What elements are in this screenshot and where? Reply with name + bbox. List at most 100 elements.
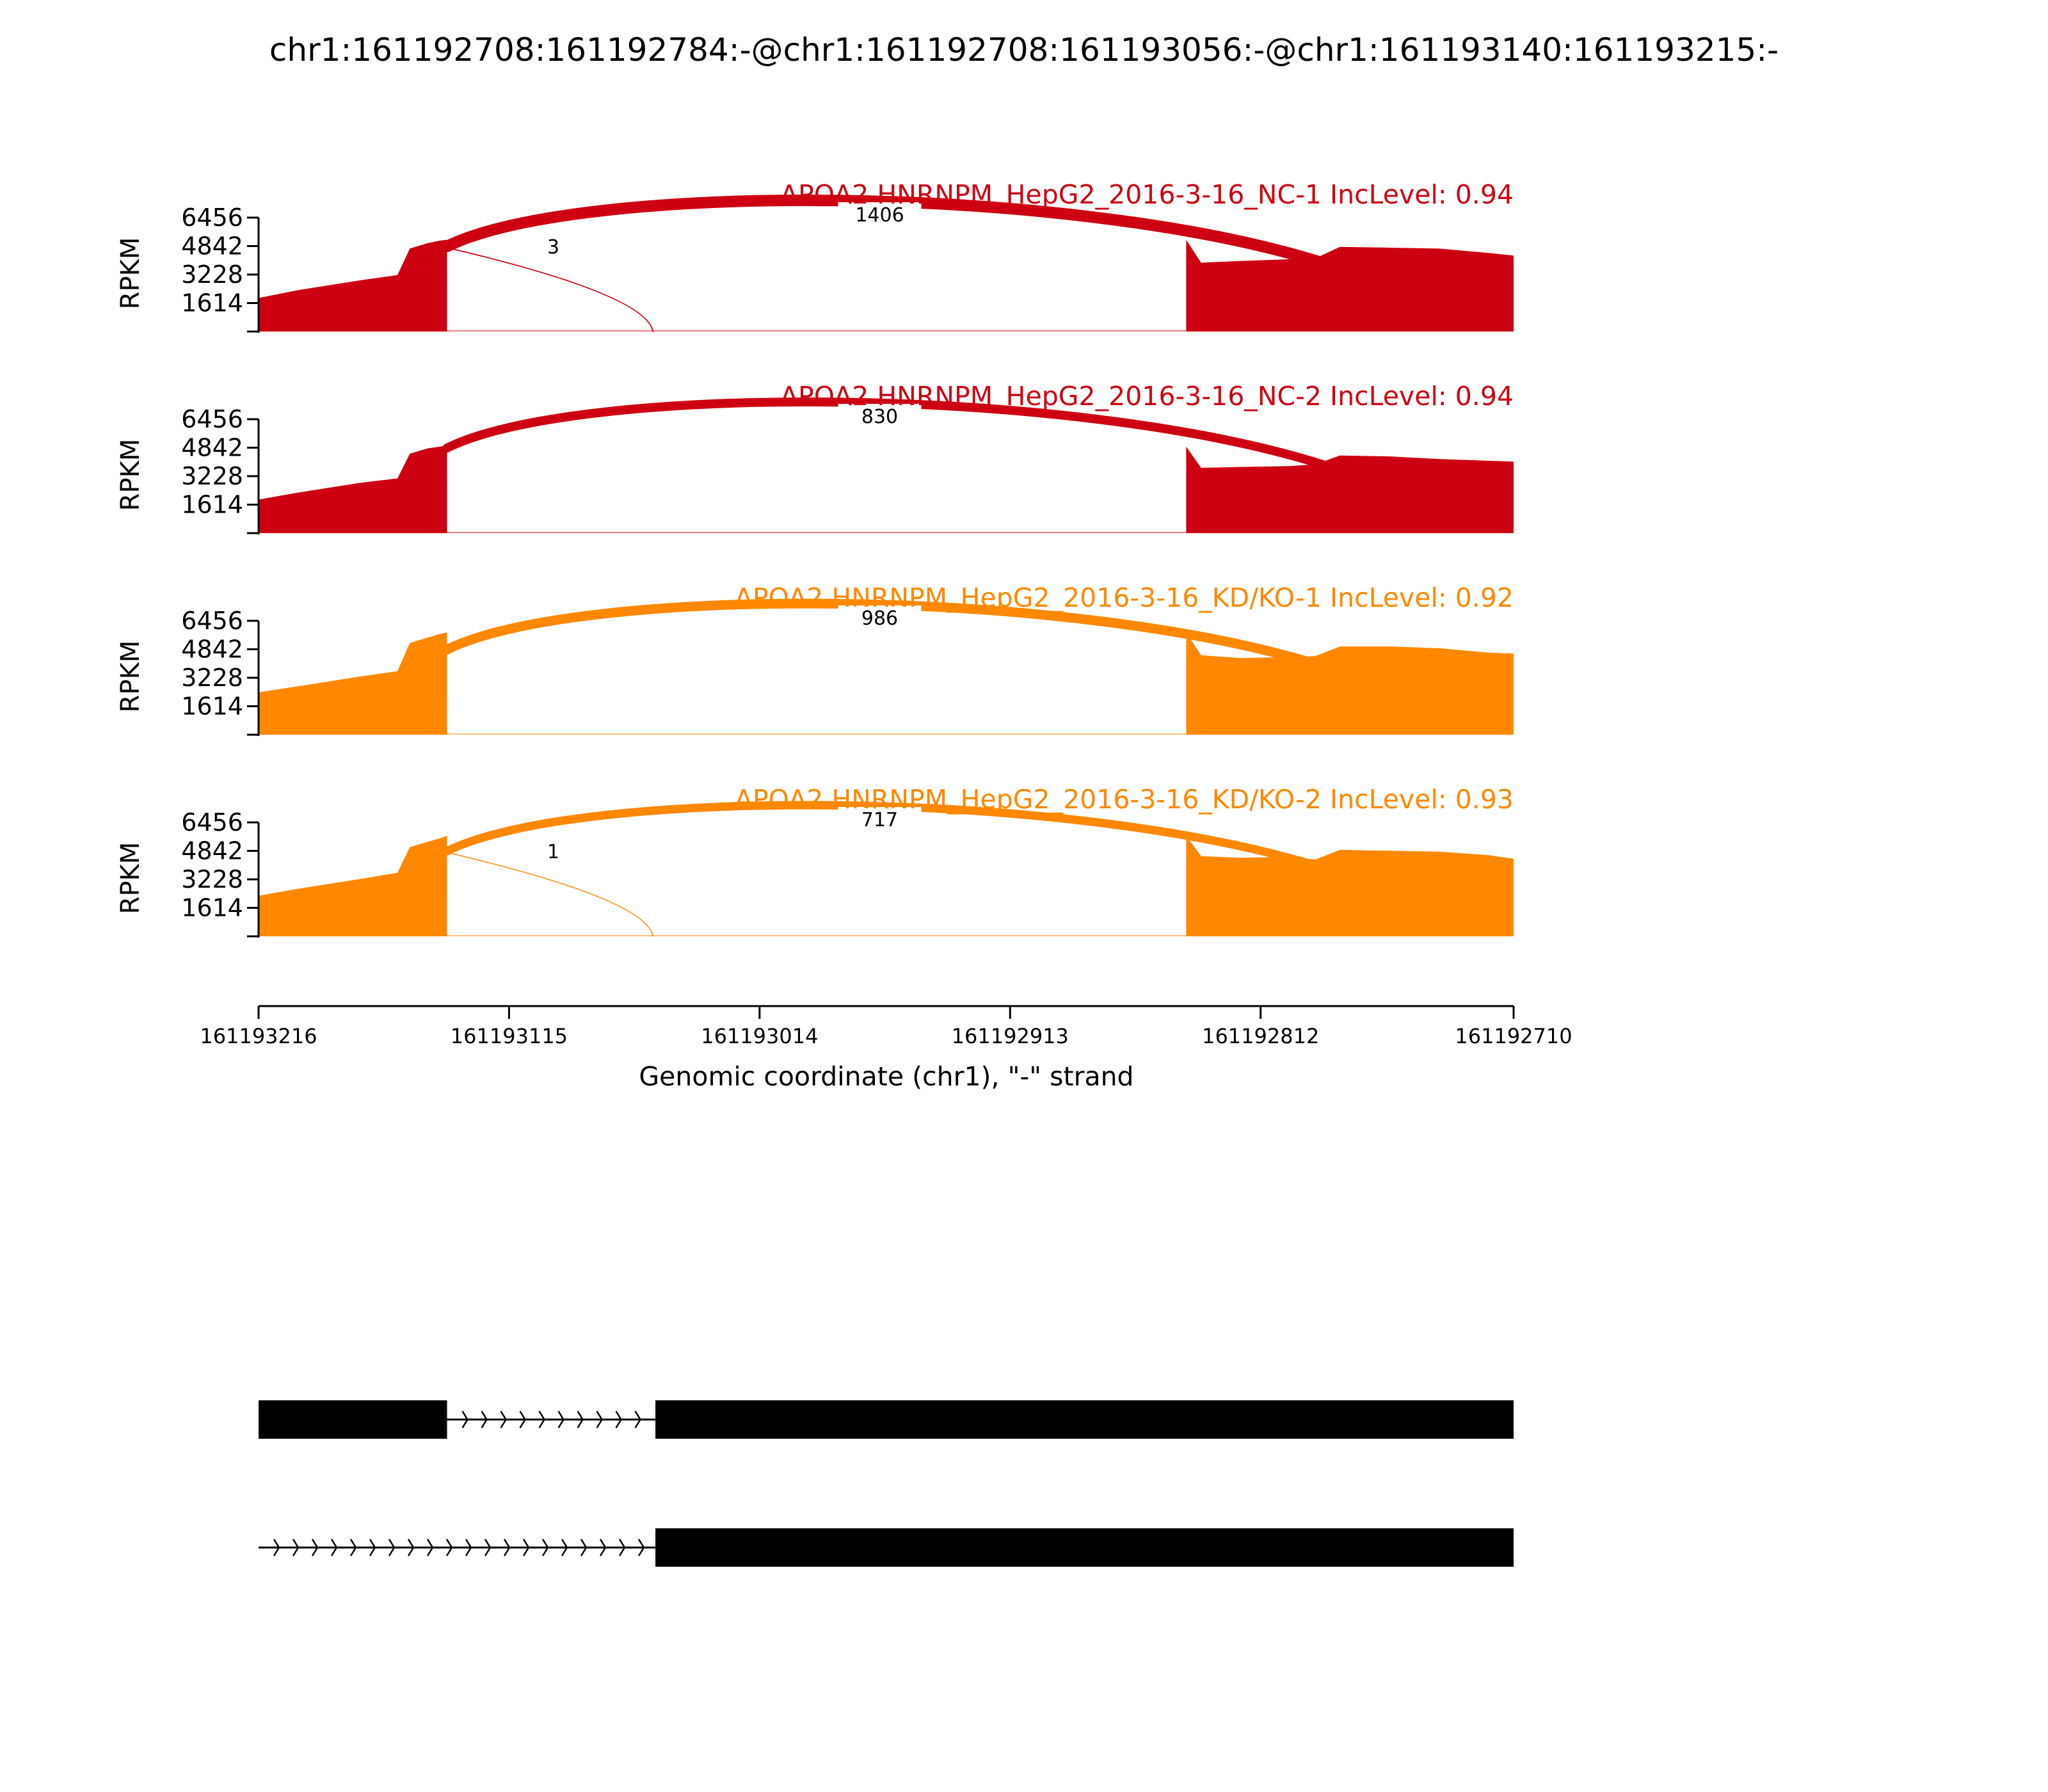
- y-tick-label: 1614: [181, 894, 243, 922]
- panel-title: APOA2 HNRNPM_HepG2_2016-3-16_KD/KO-2 Inc…: [735, 784, 1514, 815]
- junction-label-bg: [838, 605, 922, 630]
- strand-chevron: [522, 1539, 530, 1556]
- y-tick-label: 1614: [181, 692, 243, 721]
- strand-chevron: [465, 1539, 472, 1556]
- panel-title: APOA2 HNRNPM_HepG2_2016-3-16_KD/KO-1 Inc…: [735, 582, 1514, 613]
- junction-count-label: 3: [547, 236, 559, 259]
- y-tick-label: 1614: [181, 491, 243, 519]
- strand-chevron: [599, 1539, 607, 1556]
- strand-chevron: [500, 1411, 508, 1428]
- coverage-area-exon1: [259, 445, 447, 533]
- junction-label-bg: [838, 202, 922, 227]
- strand-chevron: [481, 1411, 488, 1428]
- strand-chevron: [349, 1539, 357, 1556]
- coverage-area-exon2: [1186, 446, 1514, 533]
- strand-chevron: [426, 1539, 434, 1556]
- junction-count-label: 1: [547, 841, 559, 863]
- junction-arc: [441, 195, 1331, 269]
- panel-title: APOA2 HNRNPM_HepG2_2016-3-16_NC-1 IncLev…: [780, 179, 1514, 210]
- x-axis: 161193216 161193115 161193014 161192913 1611…: [200, 1005, 1572, 1048]
- y-axis-label: RPKM: [116, 237, 145, 310]
- x-tick-label: 161192710: [1455, 1024, 1572, 1048]
- strand-chevron: [541, 1539, 549, 1556]
- strand-chevron: [311, 1539, 319, 1556]
- strand-chevron: [369, 1539, 376, 1556]
- junction-arc: [442, 801, 1330, 873]
- y-tick-label: 3228: [181, 462, 243, 490]
- strand-chevron: [580, 1539, 588, 1556]
- junction-arc: [446, 247, 654, 332]
- junction-count-label: 986: [861, 607, 898, 630]
- junction-label-bg: [537, 234, 570, 259]
- y-tick-label: 6456: [181, 405, 243, 433]
- strand-chevron: [615, 1411, 623, 1428]
- isoform-track: [259, 1400, 1514, 1567]
- y-tick-label: 1614: [181, 289, 243, 317]
- coverage-area-exon2: [1186, 632, 1514, 735]
- y-tick-label: 6456: [181, 204, 243, 232]
- y-axis-label: RPKM: [116, 641, 145, 713]
- junction-arc: [446, 852, 653, 937]
- coverage-area-exon1: [259, 632, 447, 735]
- isoform-row: [259, 1528, 1514, 1567]
- junction-label-bg: [838, 807, 922, 831]
- strand-chevron: [273, 1539, 280, 1556]
- y-tick-label: 3228: [181, 865, 243, 893]
- strand-chevron: [330, 1539, 338, 1556]
- coverage-area-exon1: [259, 835, 447, 936]
- junction-count-label: 830: [861, 406, 898, 428]
- y-tick-label: 4842: [181, 434, 243, 462]
- strand-chevron: [634, 1411, 642, 1428]
- y-axis-label: RPKM: [116, 842, 145, 915]
- coverage-area-exon2: [1186, 239, 1514, 332]
- x-tick-label: 161192812: [1202, 1024, 1319, 1048]
- y-tick-label: 4842: [181, 636, 243, 664]
- junction-arc: [442, 598, 1330, 672]
- strand-chevron: [388, 1539, 396, 1556]
- strand-chevron: [519, 1411, 527, 1428]
- strand-chevron: [407, 1539, 415, 1556]
- x-tick-label: 161192913: [952, 1024, 1069, 1048]
- x-tick-label: 161193115: [451, 1024, 568, 1048]
- exon-block: [655, 1528, 1514, 1567]
- y-axis-label: RPKM: [116, 439, 145, 511]
- strand-chevron: [538, 1411, 546, 1428]
- y-tick-label: 3228: [181, 664, 243, 692]
- exon-block: [259, 1400, 447, 1439]
- isoform-row: [259, 1400, 1514, 1439]
- junction-label-bg: [838, 404, 922, 428]
- strand-chevron: [637, 1539, 645, 1556]
- x-axis-label: Genomic coordinate (chr1), "-" strand: [639, 1061, 1133, 1092]
- x-tick-label: 161193216: [200, 1024, 317, 1048]
- strand-chevron: [445, 1539, 453, 1556]
- strand-chevron: [557, 1411, 565, 1428]
- strand-chevron: [461, 1411, 469, 1428]
- strand-chevron: [577, 1411, 584, 1428]
- junction-count-label: 1406: [855, 204, 904, 227]
- junction-label-bg: [537, 839, 570, 863]
- y-tick-label: 6456: [181, 607, 243, 635]
- junction-arc: [442, 397, 1330, 470]
- x-tick-label: 161193014: [701, 1024, 818, 1048]
- strand-chevron: [484, 1539, 492, 1556]
- junction-count-label: 717: [861, 809, 898, 831]
- y-tick-label: 3228: [181, 260, 243, 289]
- chart-title: chr1:161192708:161192784:-@chr1:16119270…: [269, 31, 1779, 68]
- coverage-area-exon1: [259, 239, 447, 332]
- exon-block: [655, 1400, 1514, 1439]
- strand-chevron: [503, 1539, 511, 1556]
- strand-chevron: [292, 1539, 300, 1556]
- coverage-area-exon2: [1186, 835, 1514, 936]
- panel-title: APOA2 HNRNPM_HepG2_2016-3-16_NC-2 IncLev…: [780, 381, 1514, 412]
- strand-chevron: [618, 1539, 626, 1556]
- y-tick-label: 4842: [181, 837, 243, 865]
- y-tick-label: 6456: [181, 808, 243, 836]
- strand-chevron: [561, 1539, 568, 1556]
- strand-chevron: [596, 1411, 604, 1428]
